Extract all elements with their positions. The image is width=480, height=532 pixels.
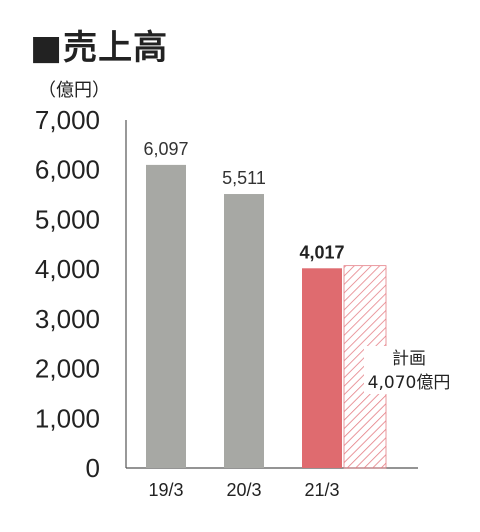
y-tick-label: 6,000 [35, 155, 100, 185]
data-labels: 6,097 5,511 4,017 [143, 139, 344, 262]
y-axis-ticks: 0 1,000 2,000 3,000 4,000 5,000 6,000 7,000 [35, 105, 100, 483]
y-tick-label: 3,000 [35, 304, 100, 334]
x-axis-labels: 19/3 20/3 21/3 [148, 480, 339, 500]
x-tick-label: 21/3 [304, 480, 339, 500]
bar [146, 164, 186, 468]
y-tick-label: 5,000 [35, 204, 100, 234]
bar [302, 268, 342, 468]
plan-note-line1: 計画 [392, 349, 426, 369]
bars [146, 164, 342, 468]
data-label: 6,097 [143, 139, 188, 159]
unit-label: （億円） [38, 80, 110, 101]
y-tick-label: 0 [86, 453, 100, 483]
x-tick-label: 20/3 [226, 480, 261, 500]
plan-note: 計画 4,070億円 [364, 346, 454, 394]
data-label: 4,017 [299, 242, 344, 262]
y-tick-label: 1,000 [35, 403, 100, 433]
y-tick-label: 7,000 [35, 105, 100, 135]
data-label: 5,511 [222, 168, 266, 188]
plan-note-background [364, 346, 454, 394]
x-tick-label: 19/3 [148, 480, 183, 500]
bar [224, 194, 264, 468]
chart-title: ■売上高 [30, 28, 169, 68]
plan-note-line2: 4,070億円 [368, 373, 451, 393]
y-tick-label: 4,000 [35, 254, 100, 284]
y-tick-label: 2,000 [35, 354, 100, 384]
